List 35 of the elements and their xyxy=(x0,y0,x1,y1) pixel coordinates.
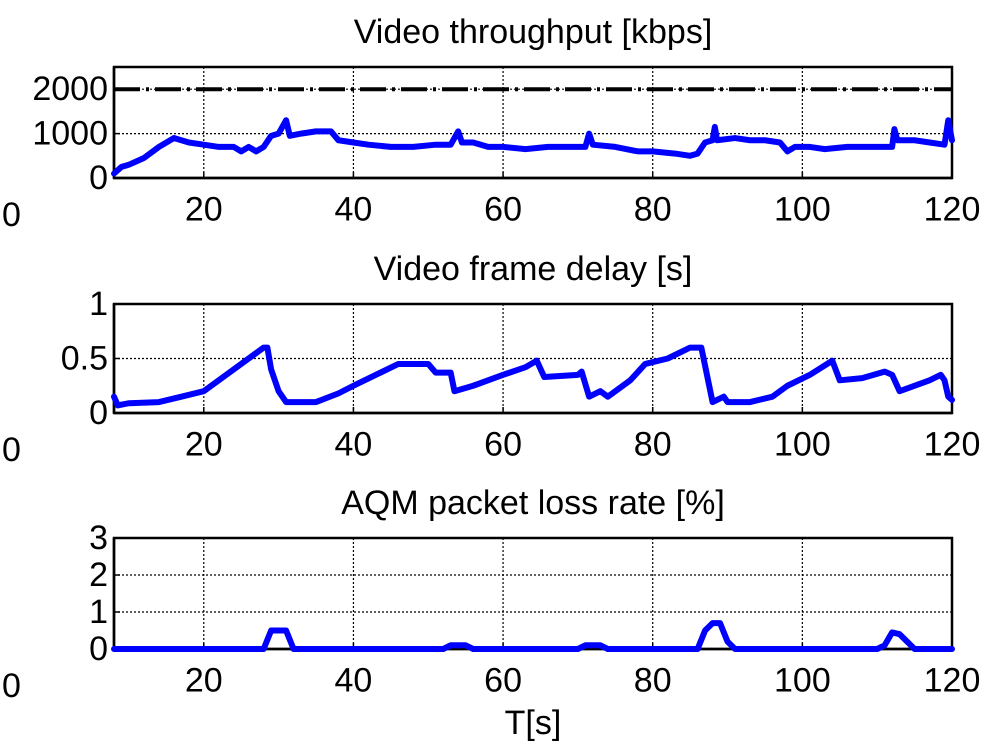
chart-title: Video throughput [kbps] xyxy=(354,13,712,51)
y-tick-label: 2 xyxy=(89,556,108,594)
x-axis-title: T[s] xyxy=(504,704,562,742)
text: 0 xyxy=(2,667,21,705)
y-tick-label: 2000 xyxy=(32,70,108,108)
y-tick-label: 0.5 xyxy=(60,339,108,378)
y-tick-label: 1 xyxy=(89,284,108,323)
x-tick-label: 80 xyxy=(634,425,672,464)
x-tick-label: 60 xyxy=(484,190,522,228)
text: 0 xyxy=(2,196,21,234)
y-tick-label: 0 xyxy=(89,394,108,432)
x-tick-label: 60 xyxy=(484,425,522,464)
x-tick-label: 40 xyxy=(334,190,372,228)
x-tick-label: 80 xyxy=(634,661,672,700)
x-tick-label: 100 xyxy=(774,190,831,228)
y-tick-label: 3 xyxy=(89,518,108,557)
x-tick-label: 100 xyxy=(774,425,831,464)
x-tick-label: 100 xyxy=(774,661,831,700)
text: 0 xyxy=(2,431,21,469)
x-tick-label: 20 xyxy=(184,425,223,464)
y-tick-label: 0 xyxy=(89,630,108,668)
chart-title: AQM packet loss rate [%] xyxy=(341,484,725,522)
x-tick-label: 120 xyxy=(924,190,980,228)
x-tick-label: 120 xyxy=(924,425,980,464)
y-tick-label: 1 xyxy=(89,592,108,631)
x-tick-label: 60 xyxy=(484,661,522,700)
x-tick-label: 20 xyxy=(184,661,223,700)
y-tick-label: 0 xyxy=(89,158,108,197)
x-tick-label: 40 xyxy=(334,661,372,700)
chart-title: Video frame delay [s] xyxy=(374,250,692,288)
x-tick-label: 20 xyxy=(184,190,223,228)
x-tick-label: 40 xyxy=(334,425,372,464)
x-tick-label: 120 xyxy=(924,661,980,700)
y-tick-label: 1000 xyxy=(32,114,108,152)
x-tick-label: 80 xyxy=(634,190,672,228)
